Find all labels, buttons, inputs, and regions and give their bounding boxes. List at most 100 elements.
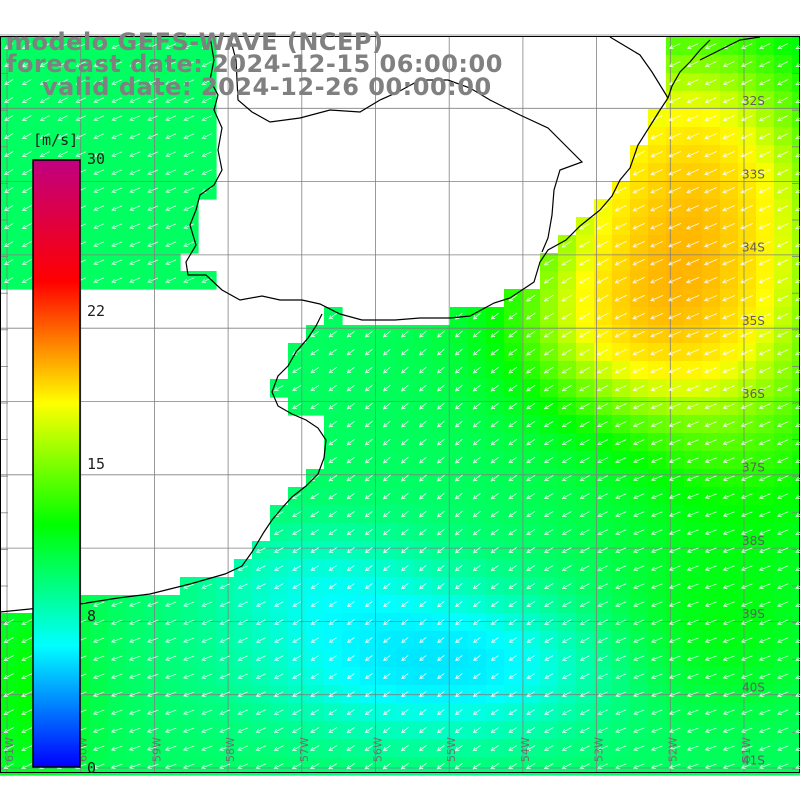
wind-arrow bbox=[704, 295, 718, 302]
wind-arrow bbox=[740, 565, 753, 572]
wind-cell bbox=[576, 649, 595, 668]
wind-cell bbox=[522, 577, 541, 596]
wind-arrow bbox=[686, 493, 699, 500]
wind-arrow bbox=[526, 474, 536, 482]
wind-arrow bbox=[668, 331, 682, 338]
wind-cell bbox=[792, 703, 800, 722]
wind-arrow bbox=[382, 384, 391, 392]
wind-cell bbox=[468, 577, 487, 596]
wind-arrow bbox=[561, 601, 572, 607]
wind-cell bbox=[468, 739, 487, 758]
wind-arrow bbox=[579, 312, 591, 320]
wind-arrow bbox=[650, 691, 663, 697]
wind-arrow bbox=[704, 61, 717, 68]
wind-arrow bbox=[740, 475, 753, 482]
wind-arrow bbox=[273, 691, 284, 697]
wind-cell bbox=[558, 739, 577, 758]
wind-arrow bbox=[92, 637, 105, 643]
wind-arrow bbox=[777, 745, 789, 751]
wind-arrow bbox=[165, 97, 177, 103]
wind-arrow bbox=[704, 475, 717, 482]
wind-cell bbox=[558, 505, 577, 524]
wind-arrow bbox=[758, 187, 771, 194]
wind-arrow bbox=[614, 348, 627, 356]
wind-arrow bbox=[561, 312, 573, 320]
wind-cell bbox=[0, 91, 19, 110]
wind-arrow bbox=[740, 673, 753, 679]
wind-cell bbox=[18, 73, 37, 92]
wind-arrow bbox=[201, 709, 213, 715]
wind-cell bbox=[360, 487, 379, 506]
wind-arrow bbox=[508, 583, 518, 590]
wind-cell bbox=[576, 343, 595, 362]
wind-arrow bbox=[328, 420, 338, 428]
wind-arrow bbox=[255, 673, 266, 679]
wind-arrow bbox=[310, 655, 320, 661]
wind-cell bbox=[270, 667, 289, 686]
wind-cell bbox=[360, 451, 379, 470]
wind-arrow bbox=[4, 79, 14, 86]
wind-arrow bbox=[21, 241, 32, 247]
wind-arrow bbox=[633, 691, 645, 697]
wind-arrow bbox=[292, 565, 302, 571]
wind-arrow bbox=[758, 97, 771, 104]
wind-arrow bbox=[346, 655, 355, 661]
wind-cell bbox=[396, 325, 415, 344]
wind-cell bbox=[540, 433, 559, 452]
wind-arrow bbox=[21, 619, 33, 625]
wind-arrow bbox=[777, 583, 789, 590]
wind-arrow bbox=[776, 349, 789, 356]
wind-arrow bbox=[490, 438, 500, 446]
wind-arrow bbox=[526, 528, 536, 536]
wind-arrow bbox=[777, 79, 789, 86]
wind-arrow bbox=[596, 348, 609, 356]
wind-cell bbox=[504, 325, 523, 344]
wind-cell bbox=[540, 721, 559, 740]
wind-arrow bbox=[704, 151, 718, 158]
wind-arrow bbox=[21, 655, 33, 662]
wind-arrow bbox=[508, 348, 518, 356]
wind-arrow bbox=[346, 366, 355, 374]
wind-arrow bbox=[328, 637, 337, 643]
wind-cell bbox=[792, 595, 800, 614]
wind-cell bbox=[396, 577, 415, 596]
wind-arrow bbox=[292, 367, 302, 374]
wind-arrow bbox=[92, 727, 105, 733]
wind-arrow bbox=[111, 259, 123, 265]
wind-arrow bbox=[183, 709, 195, 715]
wind-arrow bbox=[758, 385, 771, 392]
wind-arrow bbox=[795, 692, 800, 697]
wind-cell bbox=[576, 397, 595, 416]
wind-cell bbox=[0, 271, 19, 290]
wind-cell bbox=[522, 469, 541, 488]
wind-cell bbox=[324, 595, 343, 614]
wind-arrow bbox=[165, 151, 177, 157]
wind-cell bbox=[432, 451, 451, 470]
wind-arrow bbox=[93, 277, 105, 283]
wind-cell bbox=[342, 613, 361, 632]
wind-arrow bbox=[722, 475, 735, 482]
wind-cell bbox=[558, 289, 577, 308]
wind-arrow bbox=[722, 511, 735, 518]
wind-cell bbox=[792, 307, 800, 326]
wind-arrow bbox=[328, 673, 337, 679]
wind-cell bbox=[306, 343, 325, 362]
wind-arrow bbox=[614, 258, 627, 266]
wind-arrow bbox=[75, 97, 86, 103]
wind-arrow bbox=[777, 547, 789, 554]
wind-arrow bbox=[201, 601, 213, 607]
wind-cell bbox=[324, 451, 343, 470]
wind-cell bbox=[0, 649, 19, 668]
wind-arrow bbox=[129, 79, 141, 85]
wind-arrow bbox=[346, 330, 355, 338]
wind-arrow bbox=[543, 763, 554, 769]
wind-arrow bbox=[93, 187, 105, 193]
wind-cell bbox=[558, 469, 577, 488]
wind-arrow bbox=[722, 205, 736, 212]
wind-arrow bbox=[633, 475, 645, 482]
wind-arrow bbox=[310, 637, 320, 643]
wind-cell bbox=[396, 721, 415, 740]
wind-arrow bbox=[21, 187, 32, 193]
wind-arrow bbox=[346, 420, 355, 428]
wind-arrow bbox=[777, 673, 789, 679]
